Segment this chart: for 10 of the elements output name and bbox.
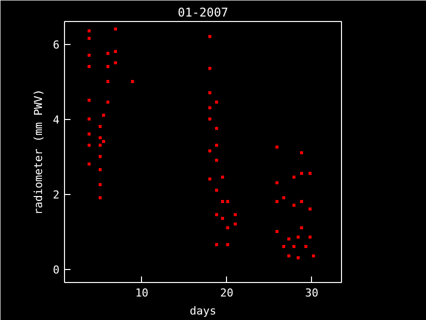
x-tick-label: 20 bbox=[220, 286, 234, 300]
y-tick-label: 2 bbox=[52, 188, 60, 202]
y-tick-label: 6 bbox=[52, 38, 60, 52]
x-tick-label: 30 bbox=[305, 286, 318, 300]
x-tick-label: 10 bbox=[135, 286, 148, 300]
x-axis-title: days bbox=[190, 304, 216, 318]
y-tick-label: 4 bbox=[52, 114, 60, 126]
chart-title: 01-2007 bbox=[178, 6, 228, 20]
y-tick-label: 0 bbox=[52, 264, 60, 276]
y-axis-title: radiometer (mm PWV) bbox=[32, 89, 45, 215]
